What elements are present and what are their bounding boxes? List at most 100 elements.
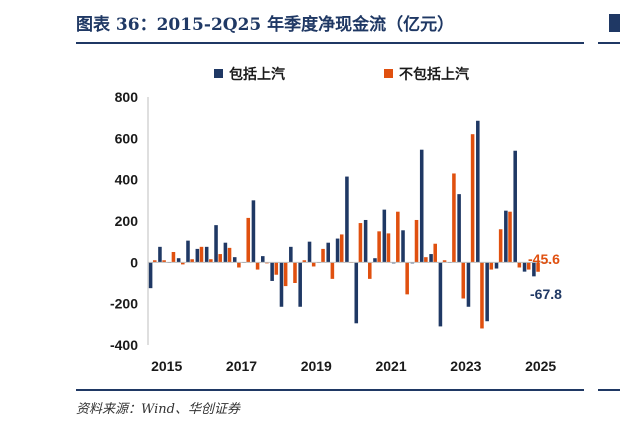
bar-incl-3Q18 (279, 262, 284, 307)
bar-excl-1Q17 (227, 247, 232, 263)
bar-incl-3Q23 (466, 262, 471, 307)
bar-excl-3Q18 (283, 262, 288, 287)
bar-excl-1Q22 (414, 219, 419, 263)
bar-incl-4Q19 (326, 242, 331, 263)
bar-incl-2Q24 (494, 262, 499, 269)
bar-excl-3Q15 (171, 252, 176, 263)
bar-incl-4Q15 (176, 258, 181, 263)
bar-incl-1Q25 (522, 262, 527, 272)
bar-incl-4Q23 (476, 120, 480, 263)
bar-excl-1Q19 (302, 260, 307, 263)
y-tick-label: 600 (115, 130, 139, 146)
bar-excl-4Q15 (181, 262, 185, 265)
bar-incl-1Q19 (298, 262, 302, 307)
annotation-incl-value: -67.8 (530, 286, 562, 302)
bar-incl-2Q20 (345, 176, 349, 263)
bar-excl-1Q15 (152, 260, 157, 263)
bar-excl-4Q17 (255, 262, 260, 270)
bar-incl-1Q15 (148, 262, 153, 289)
bar-incl-2Q21 (382, 209, 387, 263)
bar-incl-1Q18 (261, 256, 265, 263)
x-tick-label: 2025 (525, 358, 556, 374)
legend-swatch-excl (384, 69, 393, 78)
next-panel-edge (609, 14, 620, 32)
bar-excl-2Q21 (386, 233, 391, 263)
bar-incl-4Q17 (251, 200, 256, 263)
y-tick-label: 0 (130, 254, 138, 270)
bar-incl-1Q16 (186, 240, 190, 263)
y-tick-label: -200 (110, 296, 138, 312)
y-tick-label: 400 (115, 172, 139, 188)
bar-excl-3Q20 (358, 223, 363, 263)
bar-excl-4Q19 (330, 262, 335, 279)
bar-excl-2Q19 (311, 262, 316, 267)
bar-incl-4Q21 (401, 230, 405, 263)
bar-incl-2Q16 (195, 248, 200, 263)
bar-excl-1Q18 (265, 262, 269, 264)
bar-excl-1Q24 (489, 262, 494, 270)
bar-incl-2Q15 (158, 246, 162, 263)
annotation-excl-value: -45.6 (528, 251, 560, 267)
x-tick-label: 2023 (450, 358, 481, 374)
y-tick-label: -400 (110, 337, 138, 353)
bar-incl-4Q16 (214, 225, 218, 263)
x-tick-label: 2015 (151, 358, 182, 374)
y-tick-label: 800 (115, 89, 139, 105)
bar-excl-2Q24 (498, 229, 503, 263)
bar-excl-1Q23 (452, 173, 456, 263)
bar-incl-1Q24 (485, 262, 489, 322)
bar-incl-3Q16 (204, 246, 209, 263)
bar-excl-3Q17 (246, 217, 251, 263)
bar-excl-4Q22 (442, 260, 447, 263)
bar-incl-1Q20 (335, 238, 340, 263)
bar-incl-2Q23 (457, 194, 461, 263)
x-tick-label: 2021 (375, 358, 406, 374)
bar-excl-2Q16 (199, 246, 204, 263)
bar-incl-4Q20 (363, 219, 368, 263)
next-panel-divider (598, 42, 620, 44)
x-tick-label: 2017 (226, 358, 257, 374)
bar-excl-2Q15 (162, 260, 166, 263)
bar-incl-3Q20 (354, 262, 359, 324)
bar-incl-2Q22 (419, 149, 424, 263)
bar-incl-2Q18 (270, 262, 274, 281)
bar-excl-3Q16 (209, 259, 213, 263)
bar-incl-2Q19 (307, 241, 312, 263)
bar-incl-1Q17 (223, 242, 228, 263)
bar-incl-1Q21 (373, 258, 377, 263)
bar-excl-2Q22 (424, 257, 428, 263)
footer-divider (76, 389, 584, 391)
legend-swatch-incl (214, 69, 223, 78)
title-divider (76, 42, 584, 44)
bar-excl-4Q24 (517, 262, 522, 268)
bar-incl-2Q25 (532, 262, 536, 277)
bar-excl-4Q23 (480, 262, 484, 329)
bar-incl-3Q22 (429, 254, 433, 263)
bar-excl-3Q22 (433, 243, 437, 263)
bar-excl-1Q16 (190, 259, 194, 263)
bar-incl-3Q21 (391, 262, 396, 264)
bar-incl-4Q22 (438, 262, 443, 327)
next-panel-footer-divider (598, 389, 620, 391)
bar-excl-3Q24 (508, 211, 512, 263)
source-note: 资料来源：Wind、华创证券 (76, 402, 240, 417)
bar-incl-2Q17 (232, 257, 237, 263)
bar-incl-1Q22 (410, 262, 415, 264)
bar-excl-3Q19 (321, 248, 325, 263)
bar-incl-4Q18 (289, 246, 293, 263)
bar-excl-4Q20 (367, 262, 372, 279)
bar-excl-2Q17 (237, 262, 241, 268)
bar-excl-4Q18 (293, 262, 297, 283)
y-tick-label: 200 (115, 213, 139, 229)
bar-excl-4Q21 (405, 262, 409, 295)
bar-excl-3Q23 (470, 134, 475, 263)
bar-excl-2Q18 (274, 262, 279, 275)
bar-excl-2Q25 (536, 262, 540, 272)
bar-excl-4Q16 (218, 254, 222, 263)
legend-label-incl: 包括上汽 (229, 66, 285, 83)
bar-excl-1Q20 (339, 234, 344, 263)
bar-excl-1Q25 (526, 262, 531, 270)
bar-excl-1Q21 (377, 231, 381, 263)
bar-excl-3Q21 (396, 211, 400, 263)
